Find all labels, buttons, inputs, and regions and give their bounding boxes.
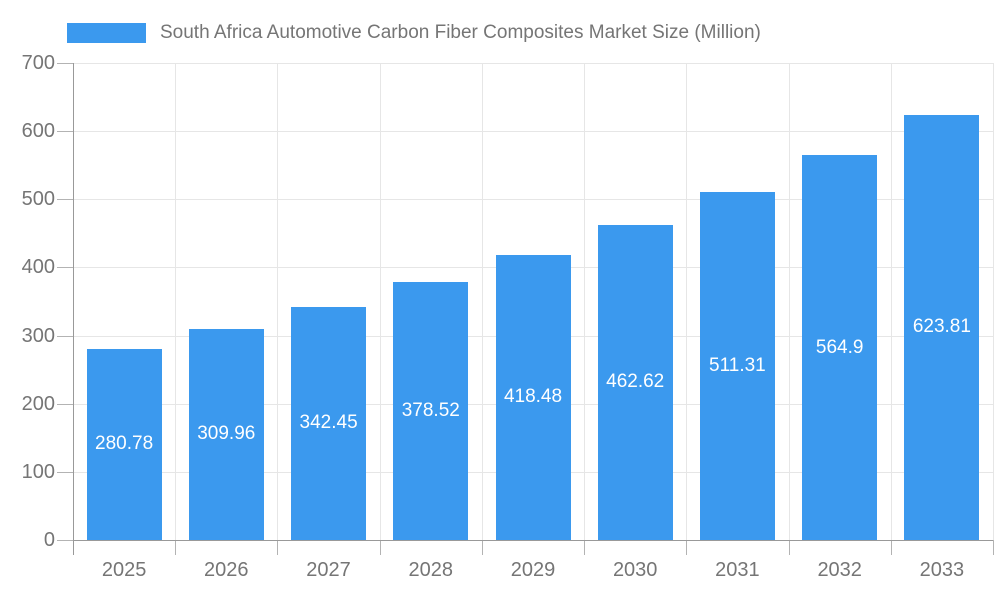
x-tick-label: 2026 [204, 559, 249, 581]
gridline-vertical [891, 63, 892, 540]
x-tick-label: 2031 [715, 559, 760, 581]
y-axis-tick [57, 336, 73, 337]
x-axis-line [73, 540, 993, 541]
y-axis-tick [57, 63, 73, 64]
y-tick-label: 400 [21, 256, 55, 278]
gridline-vertical [277, 63, 278, 540]
y-axis-tick [57, 540, 73, 541]
y-axis-tick [57, 131, 73, 132]
x-tick-label: 2025 [101, 559, 147, 581]
x-axis-tick [380, 540, 381, 555]
gridline-vertical [789, 63, 790, 540]
y-axis-tick [57, 472, 73, 473]
x-axis-tick [789, 540, 790, 555]
y-tick-label: 600 [21, 120, 55, 142]
bar-value-label: 623.81 [912, 316, 971, 338]
x-axis-tick [686, 540, 687, 555]
gridline-vertical [175, 63, 176, 540]
x-tick-label: 2030 [612, 559, 658, 581]
bar[interactable]: 564.9 [802, 155, 878, 540]
y-tick-label: 200 [21, 393, 55, 415]
y-tick-label: 500 [21, 188, 55, 210]
bar-value-label: 462.62 [606, 371, 665, 393]
x-axis-tick [175, 540, 176, 555]
gridline-horizontal [73, 131, 993, 132]
x-tick-label: 2027 [306, 559, 351, 581]
y-axis-tick [57, 199, 73, 200]
bar-value-label: 511.31 [709, 354, 766, 376]
y-axis-line [73, 63, 74, 555]
legend[interactable]: South Africa Automotive Carbon Fiber Com… [67, 20, 761, 46]
x-axis-tick [891, 540, 892, 555]
bar[interactable]: 342.45 [291, 306, 367, 540]
bar-value-label: 309.96 [197, 423, 256, 445]
y-tick-label: 700 [21, 52, 55, 74]
gridline-horizontal [73, 199, 993, 200]
gridline-vertical [686, 63, 687, 540]
x-axis-tick [993, 540, 994, 555]
legend-title: South Africa Automotive Carbon Fiber Com… [160, 22, 761, 43]
y-tick-label: 300 [21, 325, 55, 347]
bar[interactable]: 511.31 [699, 191, 775, 540]
y-axis-tick [57, 404, 73, 405]
y-axis-tick [57, 267, 73, 268]
y-tick-label: 100 [21, 461, 55, 483]
gridline-vertical [482, 63, 483, 540]
x-tick-label: 2032 [817, 559, 862, 581]
bar-value-label: 280.78 [95, 433, 154, 455]
gridline-horizontal [73, 63, 993, 64]
gridline-vertical [380, 63, 381, 540]
bar[interactable]: 309.96 [188, 328, 264, 540]
gridline-vertical [993, 63, 994, 540]
x-axis-tick [482, 540, 483, 555]
bar[interactable]: 418.48 [495, 254, 571, 540]
bar[interactable]: 378.52 [393, 282, 469, 540]
bar[interactable]: 623.81 [904, 114, 980, 540]
bar-value-label: 564.9 [815, 336, 864, 358]
y-tick-label: 0 [43, 529, 55, 551]
bar[interactable]: 280.78 [86, 348, 162, 540]
x-tick-label: 2033 [919, 559, 965, 581]
legend-swatch [67, 23, 146, 43]
gridline-vertical [584, 63, 585, 540]
x-axis-tick [277, 540, 278, 555]
bar-value-label: 418.48 [503, 386, 563, 408]
x-tick-label: 2029 [510, 559, 556, 581]
bar-value-label: 378.52 [401, 400, 460, 422]
bar[interactable]: 462.62 [597, 224, 673, 540]
x-tick-label: 2028 [408, 559, 454, 581]
x-axis-tick [584, 540, 585, 555]
bar-value-label: 342.45 [299, 412, 358, 434]
